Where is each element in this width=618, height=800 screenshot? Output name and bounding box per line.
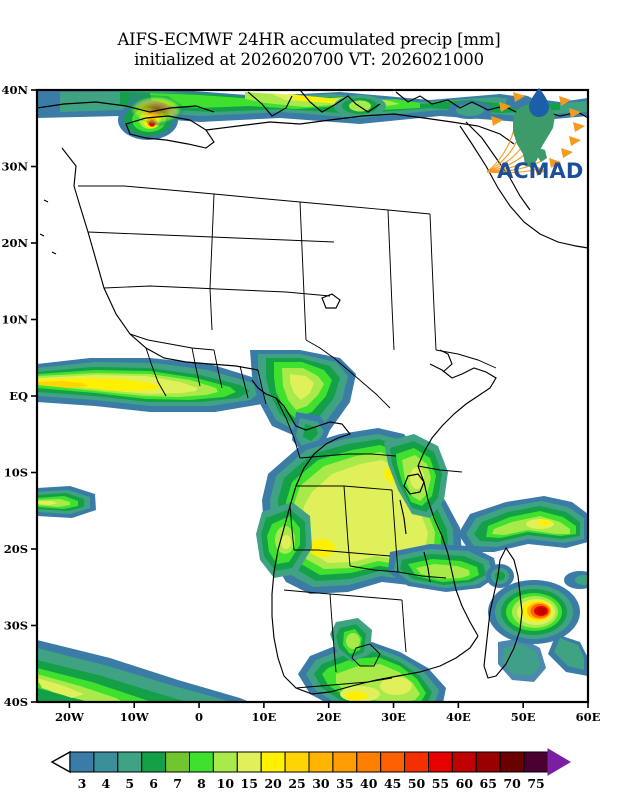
x-tick-label: 30E	[381, 710, 406, 722]
precip-angola	[256, 502, 312, 578]
map-coastlines	[37, 90, 588, 695]
x-tick-label: 50E	[511, 710, 536, 722]
precip-itcz-band	[37, 358, 275, 412]
colorbar-cell	[284, 751, 310, 773]
precip-eq-atlantic-south	[37, 486, 96, 518]
y-axis-ticks: 40N 30N 20N 10N EQ 10S 20S 30S 40S	[1, 83, 37, 709]
colorbar-cell	[523, 751, 549, 773]
colorbar-tick-label: 3	[78, 776, 87, 791]
colorbar-tick-label: 60	[456, 776, 474, 791]
colorbar-cell	[332, 751, 358, 773]
x-tick-label: 10E	[251, 710, 276, 722]
colorbar-tick-label: 75	[527, 776, 544, 791]
colorbar-tick-label: 5	[125, 776, 134, 791]
colorbar-cells	[50, 748, 571, 776]
precip-field	[37, 90, 588, 702]
precip-madagascar-cyclone	[488, 580, 588, 682]
y-tick-label: 40S	[4, 695, 28, 709]
x-tick-label: 20W	[55, 710, 85, 722]
colorbar-tick-label: 25	[288, 776, 305, 791]
colorbar-tick-label: 30	[312, 776, 330, 791]
colorbar-tick-label: 10	[217, 776, 235, 791]
colorbar-tick-label: 20	[264, 776, 282, 791]
colorbar-cell	[141, 751, 167, 773]
y-tick-label: 20N	[1, 236, 28, 250]
colorbar-cell	[475, 751, 501, 773]
title-line-2: initialized at 2026020700 VT: 2026021000	[134, 50, 484, 69]
x-tick-label: 0	[195, 710, 203, 722]
precip-indian-ocean-cells	[486, 564, 588, 589]
y-tick-label: 30N	[1, 160, 28, 174]
colorbar-cell	[189, 751, 214, 773]
precip-mozambique-channel	[458, 496, 588, 552]
title-line-1: AIFS-ECMWF 24HR accumulated precip [mm]	[117, 30, 501, 49]
colorbar-cell	[93, 751, 119, 773]
colorbar-tick-label: 55	[432, 776, 449, 791]
precip-sw-atlantic	[37, 640, 250, 702]
colorbar-cell	[69, 751, 95, 773]
colorbar-cell	[212, 751, 238, 773]
acmad-logo-text: ACMAD	[497, 159, 583, 183]
colorbar-tick-label: 6	[149, 776, 158, 791]
colorbar-cell	[356, 751, 382, 773]
y-tick-label: 10S	[4, 466, 28, 480]
colorbar-cell	[380, 751, 406, 773]
colorbar-cell	[236, 751, 262, 773]
water-droplet-icon	[529, 88, 549, 117]
colorbar-cell	[308, 751, 334, 773]
colorbar-cell	[499, 751, 525, 773]
y-tick-label: 20S	[4, 542, 28, 556]
colorbar-tick-label: 35	[336, 776, 353, 791]
colorbar-tick-label: 7	[173, 776, 182, 791]
colorbar-cell	[117, 751, 143, 773]
precip-morocco	[118, 94, 186, 140]
x-tick-label: 60E	[576, 710, 601, 722]
colorbar-tick-label: 4	[101, 776, 110, 791]
colorbar-tick-label: 40	[360, 776, 378, 791]
x-tick-label: 20E	[316, 710, 341, 722]
x-axis-ticks: 20W 10W 0 10E 20E 30E 40E 50E 60E	[55, 702, 601, 722]
precip-gulf-guinea	[250, 350, 356, 454]
y-tick-label: 30S	[4, 619, 28, 633]
colorbar-over-arrow	[547, 748, 571, 776]
colorbar-tick-label: 70	[503, 776, 521, 791]
colorbar-under-arrow	[50, 750, 71, 774]
y-tick-label: 10N	[1, 313, 28, 327]
colorbar-tick-label: 8	[197, 776, 206, 791]
y-tick-label: 40N	[1, 83, 28, 97]
y-tick-label: EQ	[9, 389, 28, 403]
colorbar-cell	[428, 751, 453, 773]
colorbar-tick-label: 65	[480, 776, 497, 791]
africa-continent-icon	[513, 102, 555, 168]
logo-arrows	[491, 92, 585, 176]
colorbar-cell	[404, 751, 430, 773]
acmad-logo: ACMAD	[483, 86, 591, 186]
colorbar-tick-label: 45	[384, 776, 401, 791]
colorbar-cell	[451, 751, 477, 773]
x-tick-label: 10W	[120, 710, 150, 722]
colorbar-panel: 3 4 5 6 7 8 10 15 20 25 30 35 40 45 50 55 60 65 70 75	[0, 740, 618, 800]
map-country-borders	[78, 185, 497, 689]
colorbar-tick-label: 50	[408, 776, 426, 791]
colorbar-cell	[260, 751, 286, 773]
colorbar-cell	[165, 751, 191, 773]
colorbar-tick-label: 15	[241, 776, 258, 791]
chart-title: AIFS-ECMWF 24HR accumulated precip [mm] …	[0, 30, 618, 70]
colorbar-labels: 3 4 5 6 7 8 10 15 20 25 30 35 40 45 50 55 60 65 70 75	[78, 776, 545, 791]
x-tick-label: 40E	[446, 710, 471, 722]
precip-great-lakes	[384, 434, 448, 518]
map-panel: 20W 10W 0 10E 20E 30E 40E 50E 60E 40N 30N 20N 10N EQ…	[0, 82, 618, 722]
